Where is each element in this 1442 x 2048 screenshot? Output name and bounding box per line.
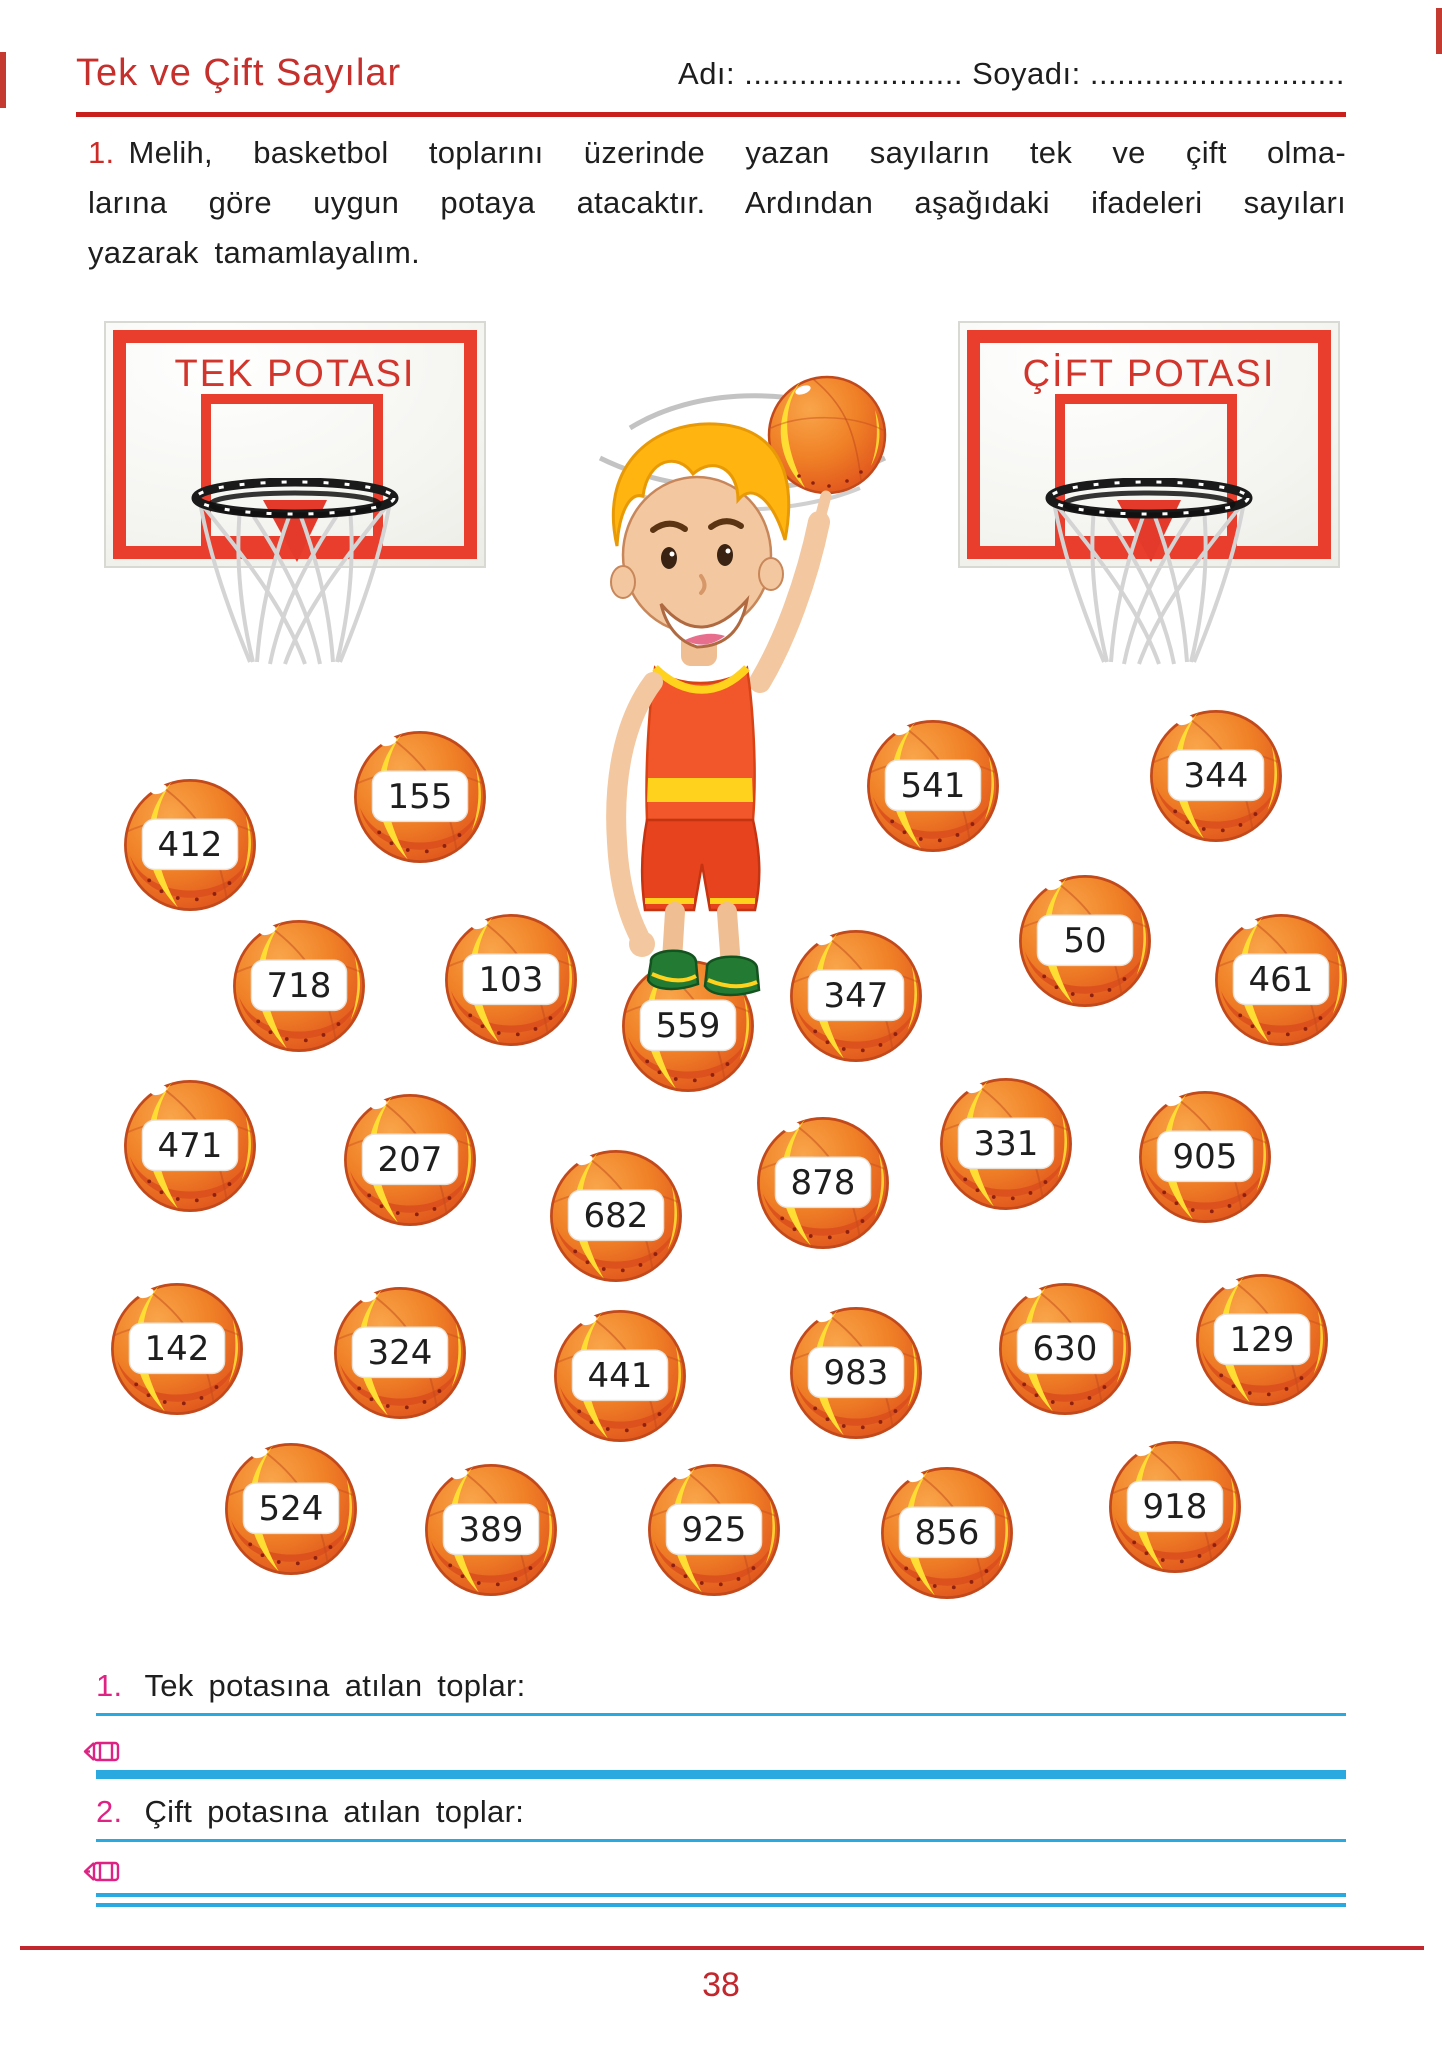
- odd-hoop-label: TEK POTASI: [174, 353, 416, 395]
- instruction-number: 1.: [88, 135, 115, 170]
- spinning-basketball: [767, 375, 887, 495]
- basketball-155: 155: [352, 729, 488, 865]
- svg-text:344: 344: [1184, 756, 1249, 796]
- instruction-line-3: yazarak tamamlayalım.: [88, 235, 421, 270]
- instruction-paragraph: 1. Melih, basketbol toplarını üzerinde ya…: [88, 128, 1346, 278]
- svg-text:103: 103: [479, 960, 544, 1000]
- tank-top-stripe: [647, 778, 753, 802]
- basketball-142: 142: [109, 1281, 245, 1417]
- basketball-682: 682: [548, 1148, 684, 1284]
- svg-text:856: 856: [915, 1513, 980, 1553]
- basketball-389: 389: [423, 1462, 559, 1598]
- svg-text:389: 389: [459, 1510, 524, 1550]
- svg-text:347: 347: [824, 976, 889, 1016]
- question-2-text: Çift potasına atılan toplar:: [144, 1794, 525, 1829]
- even-hoop-label: ÇİFT POTASI: [1022, 353, 1276, 395]
- svg-text:524: 524: [259, 1489, 324, 1529]
- basketball-324: 324: [332, 1285, 468, 1421]
- basketball-905: 905: [1137, 1089, 1273, 1225]
- face: [650, 518, 750, 649]
- svg-text:331: 331: [974, 1124, 1039, 1164]
- head: [621, 475, 773, 635]
- svg-text:129: 129: [1230, 1320, 1295, 1360]
- footer-divider: [20, 1946, 1424, 1950]
- basketball-331: 331: [938, 1076, 1074, 1212]
- svg-text:541: 541: [901, 766, 966, 806]
- basketball-207: 207: [342, 1092, 478, 1228]
- boy-illustration: [598, 375, 887, 997]
- question-2-number: 2.: [96, 1794, 123, 1829]
- svg-text:441: 441: [588, 1356, 653, 1396]
- answer-line-2-bottom: [96, 1893, 1346, 1907]
- ear-icon: [758, 557, 784, 591]
- answer-line-1: [96, 1713, 1346, 1716]
- pencil-icon: [82, 1858, 124, 1886]
- page-corner-mark-left: [0, 52, 6, 108]
- ear-icon: [610, 565, 636, 599]
- svg-text:983: 983: [824, 1353, 889, 1393]
- question-2: 2. Çift potasına atılan toplar:: [96, 1794, 524, 1830]
- basketball-524: 524: [223, 1441, 359, 1577]
- basketball-461: 461: [1213, 912, 1349, 1048]
- left-arm: [606, 672, 663, 946]
- basketball-918: 918: [1107, 1439, 1243, 1575]
- basketball-347: 347: [788, 928, 924, 1064]
- instruction-line-1: 1. Melih, basketbol toplarını üzerinde ya…: [88, 135, 1346, 170]
- basketball-718: 718: [231, 918, 367, 1054]
- instruction-line-2: larına göre uygun potaya atacaktır. Ardı…: [88, 185, 1346, 220]
- svg-text:630: 630: [1033, 1329, 1098, 1369]
- page-number: 38: [702, 1966, 740, 2004]
- hair: [611, 422, 791, 547]
- svg-text:682: 682: [584, 1196, 649, 1236]
- basketball-103: 103: [443, 912, 579, 1048]
- name-surname-fields: Adı: ........................ Soyadı: ..…: [678, 56, 1345, 91]
- basketball-925: 925: [646, 1462, 782, 1598]
- svg-text:925: 925: [682, 1510, 747, 1550]
- question-1: 1. Tek potasına atılan toplar:: [96, 1668, 526, 1704]
- left-hand: [629, 931, 655, 957]
- answer-line-1-bottom: [96, 1770, 1346, 1779]
- svg-text:878: 878: [791, 1163, 856, 1203]
- svg-text:718: 718: [267, 966, 332, 1006]
- svg-text:324: 324: [368, 1333, 433, 1373]
- tank-top-trim: [652, 665, 750, 694]
- header-divider: [76, 112, 1346, 117]
- question-1-text: Tek potasına atılan toplar:: [144, 1668, 526, 1703]
- odd-hoop-backboard: TEK POTASI: [104, 321, 486, 568]
- basketball-412: 412: [122, 777, 258, 913]
- svg-text:207: 207: [378, 1140, 443, 1180]
- svg-text:142: 142: [145, 1329, 210, 1369]
- odd-hoop-net: [185, 477, 405, 670]
- even-hoop-net: [1039, 477, 1259, 670]
- svg-text:155: 155: [388, 777, 453, 817]
- basketball-856: 856: [879, 1465, 1015, 1601]
- svg-text:50: 50: [1063, 921, 1106, 961]
- basketball-541: 541: [865, 718, 1001, 854]
- page-corner-mark-right: [1436, 8, 1442, 54]
- basketball-630: 630: [997, 1281, 1133, 1417]
- basketball-471: 471: [122, 1078, 258, 1214]
- spinning-finger: [813, 490, 832, 528]
- basketball-983: 983: [788, 1305, 924, 1441]
- basketball-344: 344: [1148, 708, 1284, 844]
- svg-text:918: 918: [1143, 1487, 1208, 1527]
- basketball-129: 129: [1194, 1272, 1330, 1408]
- question-1-number: 1.: [96, 1668, 123, 1703]
- page-title: Tek ve Çift Sayılar: [76, 52, 402, 94]
- basketball-50: 50: [1017, 873, 1153, 1009]
- pencil-icon: [82, 1738, 124, 1766]
- svg-text:905: 905: [1173, 1137, 1238, 1177]
- raised-arm: [749, 511, 830, 693]
- backboard-frame: [113, 330, 477, 559]
- svg-text:461: 461: [1249, 960, 1314, 1000]
- svg-text:412: 412: [158, 825, 223, 865]
- svg-text:559: 559: [656, 1006, 721, 1046]
- svg-text:471: 471: [158, 1126, 223, 1166]
- basketball-878: 878: [755, 1115, 891, 1251]
- answer-line-2: [96, 1839, 1346, 1842]
- shoes: [646, 949, 761, 997]
- shorts: [640, 818, 761, 912]
- basketball-441: 441: [552, 1308, 688, 1444]
